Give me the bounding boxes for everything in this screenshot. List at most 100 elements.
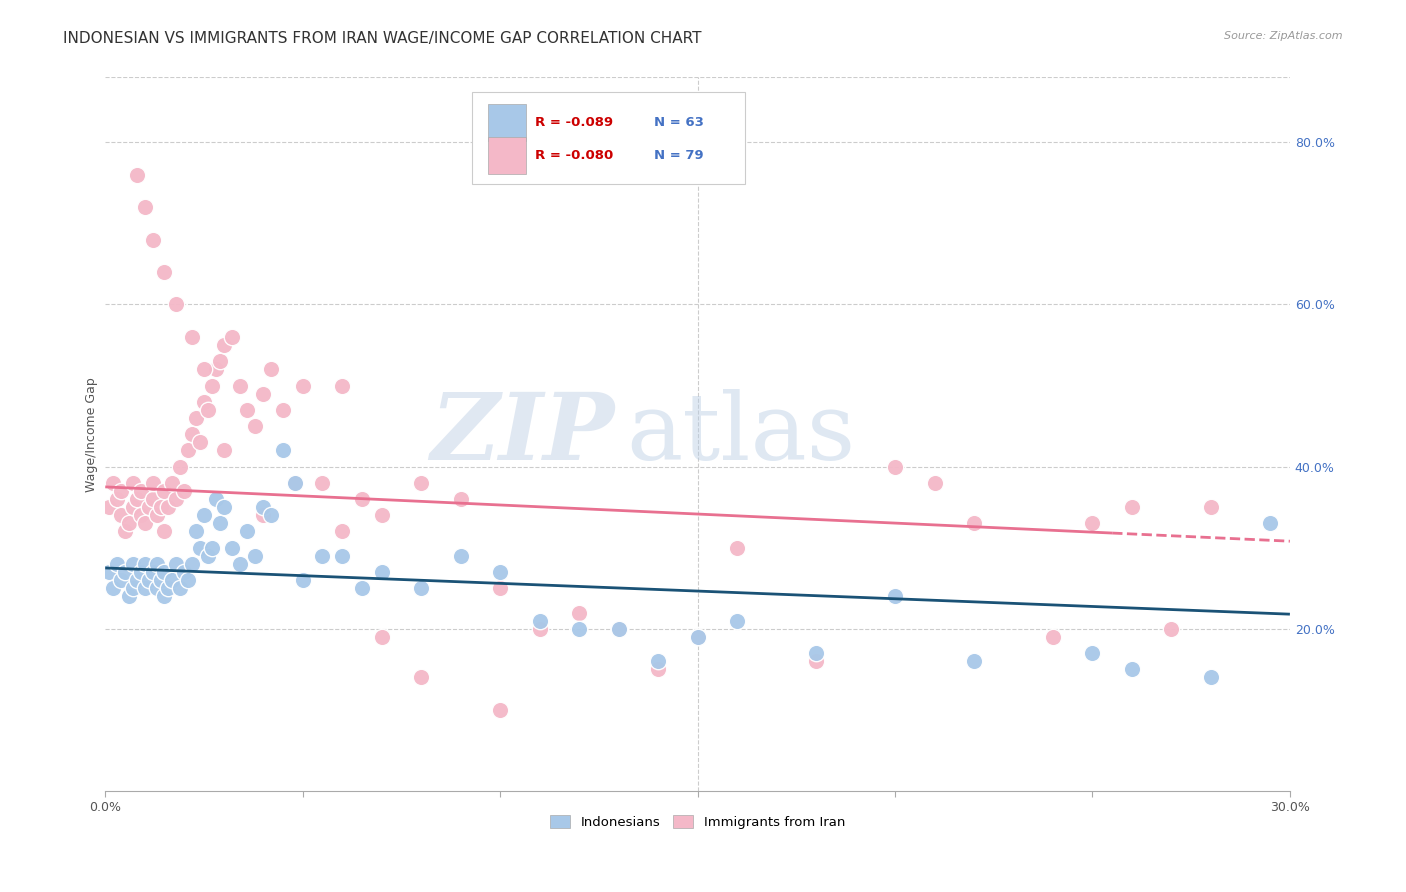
Legend: Indonesians, Immigrants from Iran: Indonesians, Immigrants from Iran [544, 810, 851, 834]
Point [138, 500, 160, 515]
Text: N = 79: N = 79 [654, 150, 703, 162]
Point [177, 573, 200, 587]
Text: atlas: atlas [627, 389, 856, 479]
Point [201, 541, 224, 555]
Point [284, 475, 307, 490]
Point [204, 491, 226, 506]
Y-axis label: Wage/Income Gap: Wage/Income Gap [86, 376, 98, 491]
Point [122, 557, 145, 571]
Point [607, 622, 630, 636]
Text: ZIP: ZIP [430, 389, 614, 479]
Point [686, 630, 709, 644]
Point [212, 338, 235, 352]
Point [489, 581, 512, 595]
Point [236, 524, 259, 539]
Point [142, 233, 165, 247]
Point [149, 573, 172, 587]
Point [188, 435, 211, 450]
Point [162, 573, 184, 587]
Point [165, 557, 187, 571]
Point [105, 557, 128, 571]
Text: Source: ZipAtlas.com: Source: ZipAtlas.com [1225, 31, 1343, 41]
Point [221, 541, 243, 555]
Point [489, 703, 512, 717]
Point [110, 483, 132, 498]
Point [122, 475, 145, 490]
Point [193, 508, 215, 523]
Point [125, 573, 148, 587]
FancyBboxPatch shape [488, 137, 526, 175]
Point [98, 500, 121, 515]
Point [568, 606, 591, 620]
Point [1160, 622, 1182, 636]
Point [129, 508, 152, 523]
Point [197, 402, 219, 417]
Point [963, 516, 986, 531]
Point [607, 622, 630, 636]
Point [330, 524, 353, 539]
Point [169, 459, 191, 474]
Point [370, 508, 392, 523]
Point [181, 330, 204, 344]
Point [134, 200, 156, 214]
Point [138, 573, 160, 587]
Point [142, 475, 165, 490]
FancyBboxPatch shape [488, 103, 526, 141]
Point [963, 654, 986, 668]
Point [118, 516, 141, 531]
Point [529, 622, 551, 636]
Point [236, 402, 259, 417]
Point [153, 265, 176, 279]
Point [330, 378, 353, 392]
Point [181, 427, 204, 442]
Point [1258, 516, 1281, 531]
Point [804, 654, 827, 668]
Point [177, 443, 200, 458]
Point [197, 549, 219, 563]
Point [188, 541, 211, 555]
Point [173, 565, 195, 579]
Point [134, 557, 156, 571]
Point [98, 565, 121, 579]
Point [686, 630, 709, 644]
Point [450, 491, 472, 506]
Point [125, 491, 148, 506]
Point [145, 557, 167, 571]
Point [204, 362, 226, 376]
Point [105, 491, 128, 506]
Point [181, 557, 204, 571]
FancyBboxPatch shape [472, 92, 745, 185]
Point [145, 508, 167, 523]
Point [184, 524, 207, 539]
Point [228, 378, 250, 392]
Point [101, 581, 124, 595]
Point [153, 590, 176, 604]
Point [110, 573, 132, 587]
Point [101, 475, 124, 490]
Point [489, 565, 512, 579]
Point [142, 491, 165, 506]
Point [725, 541, 748, 555]
Point [221, 330, 243, 344]
Point [114, 565, 136, 579]
Point [1121, 662, 1143, 676]
Point [647, 654, 669, 668]
Point [122, 500, 145, 515]
Point [311, 549, 333, 563]
Point [157, 581, 180, 595]
Point [260, 362, 283, 376]
Point [125, 168, 148, 182]
Point [1042, 630, 1064, 644]
Point [208, 516, 231, 531]
Point [134, 581, 156, 595]
Point [129, 483, 152, 498]
Point [291, 573, 314, 587]
Point [411, 670, 433, 684]
Point [114, 524, 136, 539]
Point [411, 581, 433, 595]
Point [153, 565, 176, 579]
Point [212, 443, 235, 458]
Point [193, 362, 215, 376]
Point [884, 590, 907, 604]
Text: INDONESIAN VS IMMIGRANTS FROM IRAN WAGE/INCOME GAP CORRELATION CHART: INDONESIAN VS IMMIGRANTS FROM IRAN WAGE/… [63, 31, 702, 46]
